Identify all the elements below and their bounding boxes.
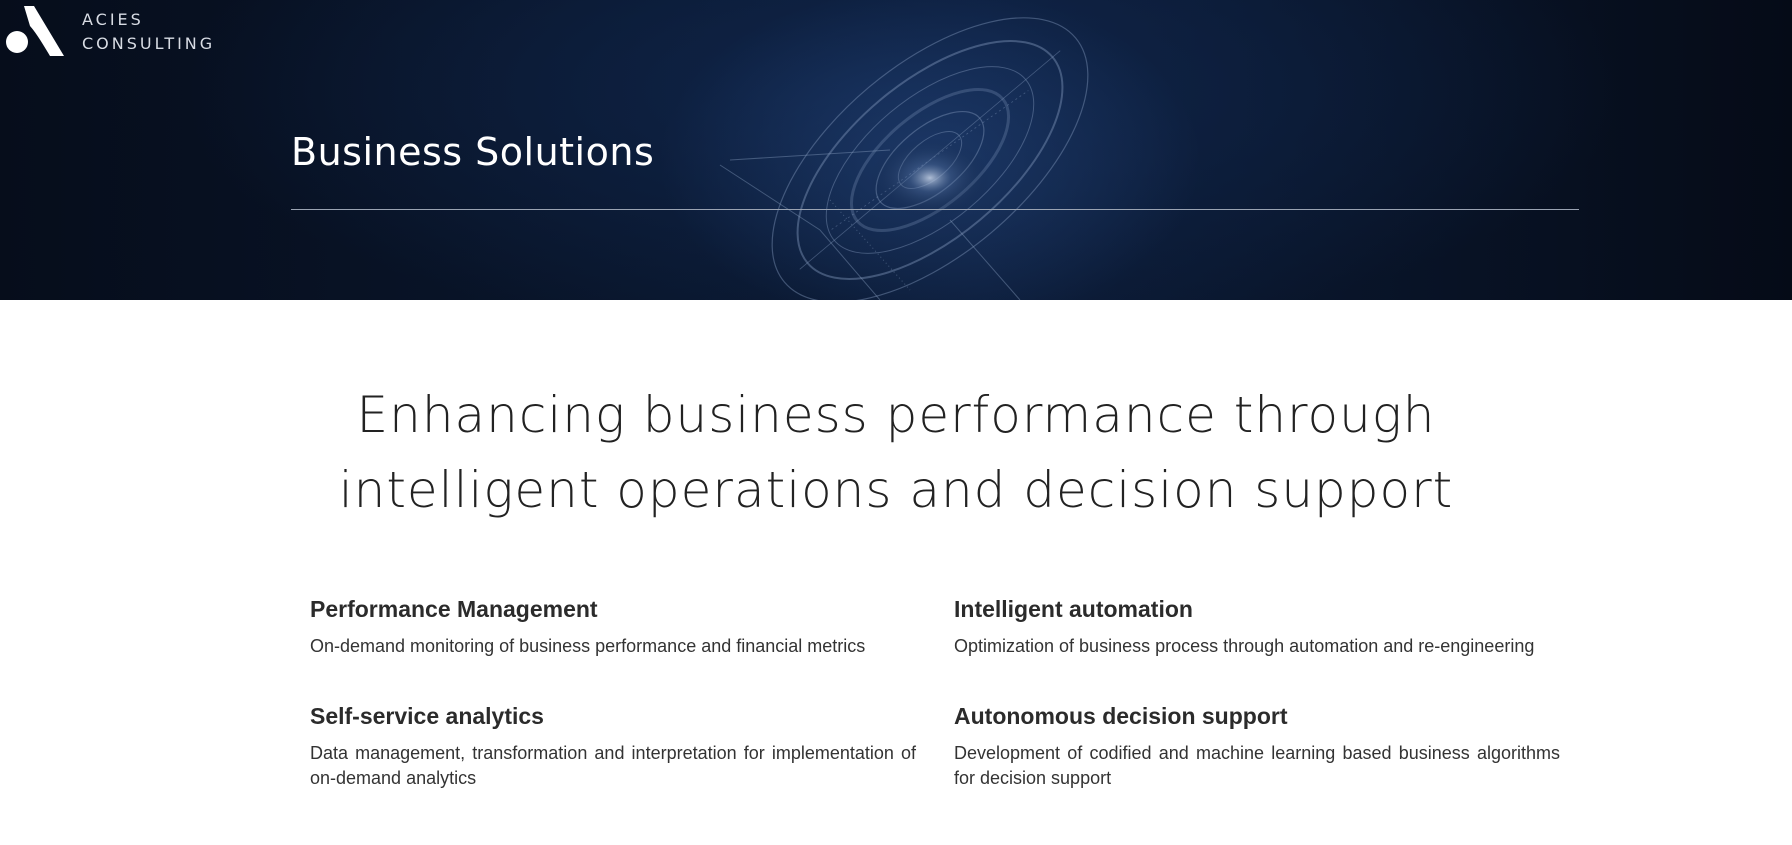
logo-line-2: CONSULTING bbox=[82, 34, 216, 53]
logo-line-1: ACIES bbox=[82, 10, 144, 29]
logo-mark-icon bbox=[6, 6, 64, 56]
section-heading: Enhancing business performance through i… bbox=[338, 386, 1454, 519]
feature-title: Performance Management bbox=[310, 596, 598, 622]
feature-autonomous-decision-support: Autonomous decision support Development … bbox=[954, 701, 1560, 791]
feature-title: Autonomous decision support bbox=[954, 703, 1288, 729]
hero-banner: ACIES CONSULTING Business Solutions bbox=[0, 0, 1792, 300]
feature-self-service-analytics: Self-service analytics Data management, … bbox=[310, 701, 916, 791]
feature-intelligent-automation: Intelligent automation Optimization of b… bbox=[954, 594, 1560, 659]
feature-title: Intelligent automation bbox=[954, 596, 1193, 622]
tech-lens-graphic bbox=[719, 17, 1089, 300]
feature-title: Self-service analytics bbox=[310, 703, 544, 729]
feature-description: On-demand monitoring of business perform… bbox=[310, 636, 866, 656]
feature-description: Development of codified and machine lear… bbox=[954, 743, 1560, 788]
hero-divider bbox=[291, 209, 1579, 210]
feature-description: Optimization of business process through… bbox=[954, 636, 1535, 656]
feature-description: Data management, transformation and inte… bbox=[310, 743, 916, 788]
feature-performance-management: Performance Management On-demand monitor… bbox=[310, 594, 916, 659]
logo-wordmark: ACIES CONSULTING bbox=[82, 8, 215, 56]
page-title: Business Solutions bbox=[291, 130, 655, 174]
